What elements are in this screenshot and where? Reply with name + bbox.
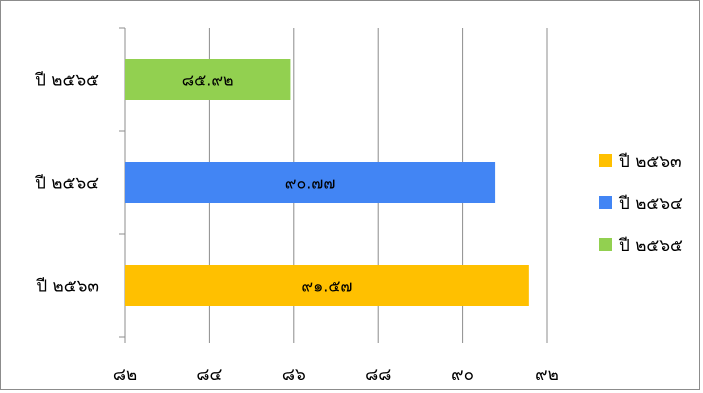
labels: ๙๑.๕๗ ๙๐.๗๗ ๘๕.๙๒: [182, 71, 353, 296]
bar-value-label: ๙๑.๕๗: [301, 277, 352, 296]
bar-value-label: ๘๕.๙๒: [182, 71, 234, 90]
legend-label: ปี ๒๕๖๔: [618, 194, 683, 214]
x-tick-label: ๙๐: [451, 365, 474, 385]
x-tick-label: ๘๔: [196, 365, 222, 385]
legend-swatch: [599, 238, 612, 251]
bar: [125, 59, 291, 100]
y-category-label: ปี ๒๕๖๔: [34, 174, 99, 194]
legend-swatch: [599, 196, 612, 209]
bars: [125, 59, 529, 306]
bar: [125, 162, 496, 203]
x-tick-label: ๙๒: [535, 365, 559, 385]
legend-label: ปี ๒๕๖๕: [618, 236, 683, 256]
bar: [125, 265, 529, 306]
legend-swatch: [599, 154, 612, 167]
y-category-label: ปี ๒๕๖๕: [34, 71, 99, 91]
x-tick-label: ๘๒: [113, 365, 137, 385]
x-tick-label: ๘๘: [365, 365, 391, 385]
axes: ๘๒ ๘๔ ๘๖ ๘๘ ๙๐ ๙๒ ปี ๒๕๖๓ ปี ๒๕๖๔ ปี ๒๕๖๕: [34, 27, 559, 385]
legend-label: ปี ๒๕๖๓: [618, 152, 682, 172]
x-tick-label: ๘๖: [282, 365, 306, 385]
y-category-label: ปี ๒๕๖๓: [35, 277, 99, 297]
bar-value-label: ๙๐.๗๗: [285, 174, 336, 193]
